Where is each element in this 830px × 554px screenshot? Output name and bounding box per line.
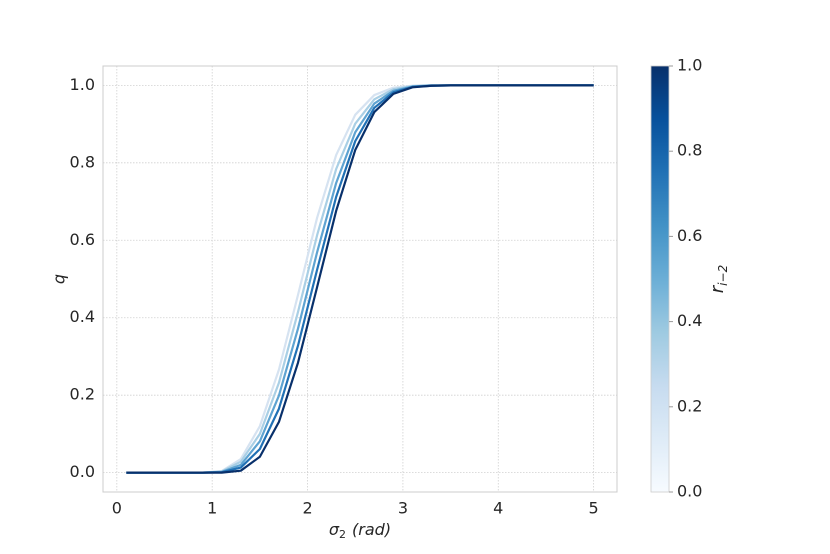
x-tick-label: 3 bbox=[398, 499, 408, 518]
x-tick-label: 5 bbox=[589, 499, 599, 518]
colorbar-tick-label: 0.8 bbox=[677, 141, 702, 160]
colorbar-tick-label: 1.0 bbox=[677, 56, 702, 75]
colorbar-tick-label: 0.2 bbox=[677, 396, 702, 415]
colorbar-label-symbol: r bbox=[707, 284, 728, 293]
x-tick-label: 0 bbox=[112, 499, 122, 518]
y-tick-label: 1.0 bbox=[70, 75, 95, 94]
y-axis-label: q bbox=[50, 274, 69, 284]
x-axis-label: σ2 (rad) bbox=[329, 520, 391, 542]
colorbar bbox=[650, 65, 670, 493]
colorbar-tick-label: 0.4 bbox=[677, 311, 702, 330]
colorbar-tick-label: 0.0 bbox=[677, 482, 702, 501]
y-tick-label: 0.4 bbox=[70, 307, 95, 326]
y-tick-label: 0.2 bbox=[70, 385, 95, 404]
series-line bbox=[126, 84, 594, 474]
colorbar-tick-label: 0.6 bbox=[677, 226, 702, 245]
series-line bbox=[126, 84, 594, 474]
y-tick-label: 0.8 bbox=[70, 152, 95, 171]
series-line bbox=[126, 84, 594, 474]
axes-frame bbox=[102, 65, 618, 493]
x-tick-label: 1 bbox=[207, 499, 217, 518]
series-line bbox=[126, 84, 594, 474]
colorbar-label-subscript: i−2 bbox=[716, 265, 730, 286]
x-label-subscript: 2 bbox=[339, 528, 346, 541]
x-tick-label: 2 bbox=[302, 499, 312, 518]
colorbar-label: ri−2 bbox=[707, 265, 730, 293]
x-tick-label: 4 bbox=[493, 499, 503, 518]
x-label-unit: (rad) bbox=[352, 520, 391, 539]
y-tick-label: 0.0 bbox=[70, 462, 95, 481]
series-line bbox=[126, 84, 594, 474]
x-label-symbol: σ bbox=[329, 520, 340, 539]
y-tick-label: 0.6 bbox=[70, 230, 95, 249]
